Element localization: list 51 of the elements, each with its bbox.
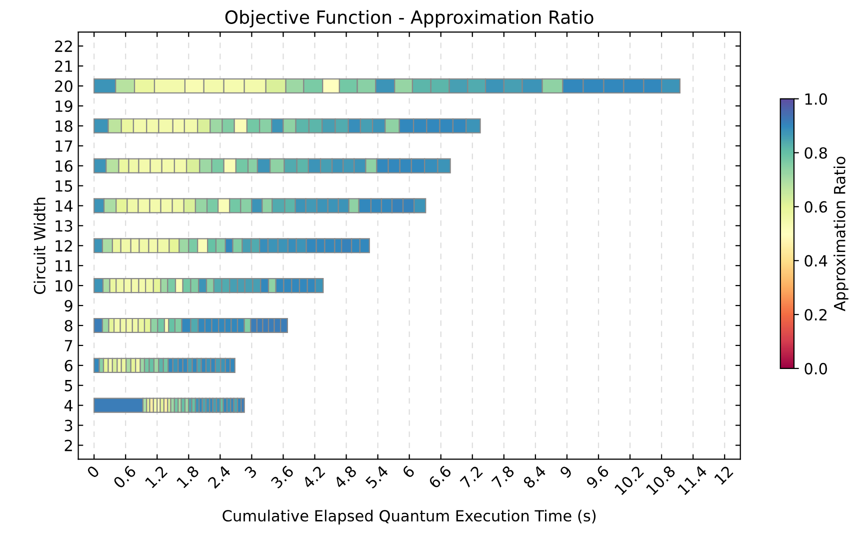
x-tick-label: 3.6 <box>270 464 294 489</box>
x-tick-label: 6.6 <box>428 464 452 489</box>
y-tick-label: 8 <box>64 320 72 332</box>
x-tick-label: 8.4 <box>522 464 547 489</box>
y-tick-label: 22 <box>55 40 72 52</box>
x-tick-label: 3 <box>244 465 258 479</box>
y-tick-label: 14 <box>56 200 73 212</box>
x-tick-label: 0.6 <box>112 464 137 489</box>
y-tick-label: 6 <box>64 360 72 372</box>
x-axis-title: Cumulative Elapsed Quantum Execution Time (s) <box>222 510 596 525</box>
y-tick-label: 2 <box>64 440 72 452</box>
y-tick-label: 21 <box>55 60 72 72</box>
y-tick-label: 10 <box>56 280 72 292</box>
color-bar-label: 0.8 <box>804 147 827 159</box>
x-tick-label: 1.2 <box>144 465 168 488</box>
x-tick-label: 1.8 <box>176 465 200 488</box>
y-tick-label: 19 <box>56 100 72 112</box>
y-tick-label: 3 <box>64 420 72 432</box>
bar <box>240 398 245 413</box>
y-tick-label: 7 <box>64 340 72 352</box>
color-bar-label: 0.6 <box>804 201 828 213</box>
y-tick-label: 9 <box>64 300 72 312</box>
y-tick-label: 11 <box>56 260 72 272</box>
y-tick-label: 16 <box>56 160 72 172</box>
x-tick-label: 4.8 <box>333 465 358 490</box>
x-tick-label: 7.8 <box>491 465 515 489</box>
y-tick-label: 4 <box>64 400 73 412</box>
x-tick-label: 4.2 <box>302 465 326 489</box>
color-bar-label: 0.0 <box>804 362 827 374</box>
y-tick-label: 18 <box>56 120 72 132</box>
color-bar-label: 0.2 <box>804 308 826 321</box>
color-bar-label: 1.0 <box>805 93 827 105</box>
x-tick-label: 12 <box>714 465 734 485</box>
y-tick-label: 20 <box>55 80 72 92</box>
x-tick-label: 6 <box>402 464 416 479</box>
x-tick-label: 0 <box>86 465 100 479</box>
x-tick-label: 2.4 <box>207 464 232 489</box>
bar <box>94 398 144 413</box>
y-axis-title: Circuit Width <box>34 198 46 294</box>
color-bar-title: Approximation Ratio <box>834 156 848 312</box>
x-tick-label: 9.6 <box>586 464 610 489</box>
color-bar-label: 0.4 <box>804 255 828 267</box>
y-tick-label: 12 <box>56 240 72 252</box>
x-tick-label: 5.4 <box>365 465 389 489</box>
y-tick-label: 13 <box>56 220 72 232</box>
y-tick-label: 5 <box>64 380 72 392</box>
chart-title: Objective Function - Approximation Ratio <box>225 10 594 28</box>
x-tick-label: 9 <box>559 465 573 479</box>
y-tick-label: 17 <box>56 140 72 152</box>
y-tick-label: 15 <box>56 180 72 192</box>
x-tick-label: 7.2 <box>460 465 483 489</box>
